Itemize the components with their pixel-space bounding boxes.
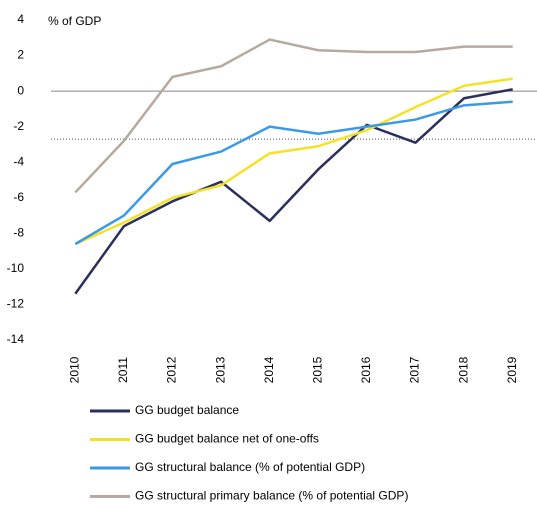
- x-tick-label: 2018: [456, 356, 470, 383]
- y-tick-label: -2: [13, 119, 24, 133]
- x-tick-label: 2019: [505, 356, 519, 383]
- series-line: [74, 88, 513, 295]
- y-axis-label: % of GDP: [48, 14, 101, 28]
- x-tick-label: 2011: [116, 357, 130, 383]
- series-line: [74, 38, 513, 194]
- y-tick-label: 2: [17, 48, 24, 62]
- y-tick-label: -14: [7, 332, 25, 346]
- x-tick-label: 2013: [213, 356, 227, 383]
- y-tick-label: -4: [13, 154, 24, 168]
- series-line: [74, 100, 513, 246]
- x-tick-label: 2012: [165, 356, 179, 383]
- x-tick-label: 2010: [67, 356, 81, 383]
- y-tick-label: -10: [7, 261, 25, 275]
- x-tick-label: 2017: [408, 356, 422, 383]
- y-tick-label: -12: [7, 297, 25, 311]
- y-tick-label: -6: [13, 190, 24, 204]
- legend-label: GG budget balance: [135, 403, 239, 417]
- legend-label: GG structural balance (% of potential GD…: [135, 460, 365, 474]
- x-tick-label: 2016: [359, 356, 373, 383]
- y-tick-label: 0: [17, 83, 24, 97]
- x-tick-label: 2015: [310, 356, 324, 383]
- legend-label: GG budget balance net of one-offs: [135, 432, 319, 446]
- y-tick-label: 4: [17, 12, 24, 26]
- legend-label: GG structural primary balance (% of pote…: [135, 489, 408, 503]
- x-tick-label: 2014: [262, 356, 276, 383]
- series-line: [74, 77, 513, 246]
- y-tick-label: -8: [13, 226, 24, 240]
